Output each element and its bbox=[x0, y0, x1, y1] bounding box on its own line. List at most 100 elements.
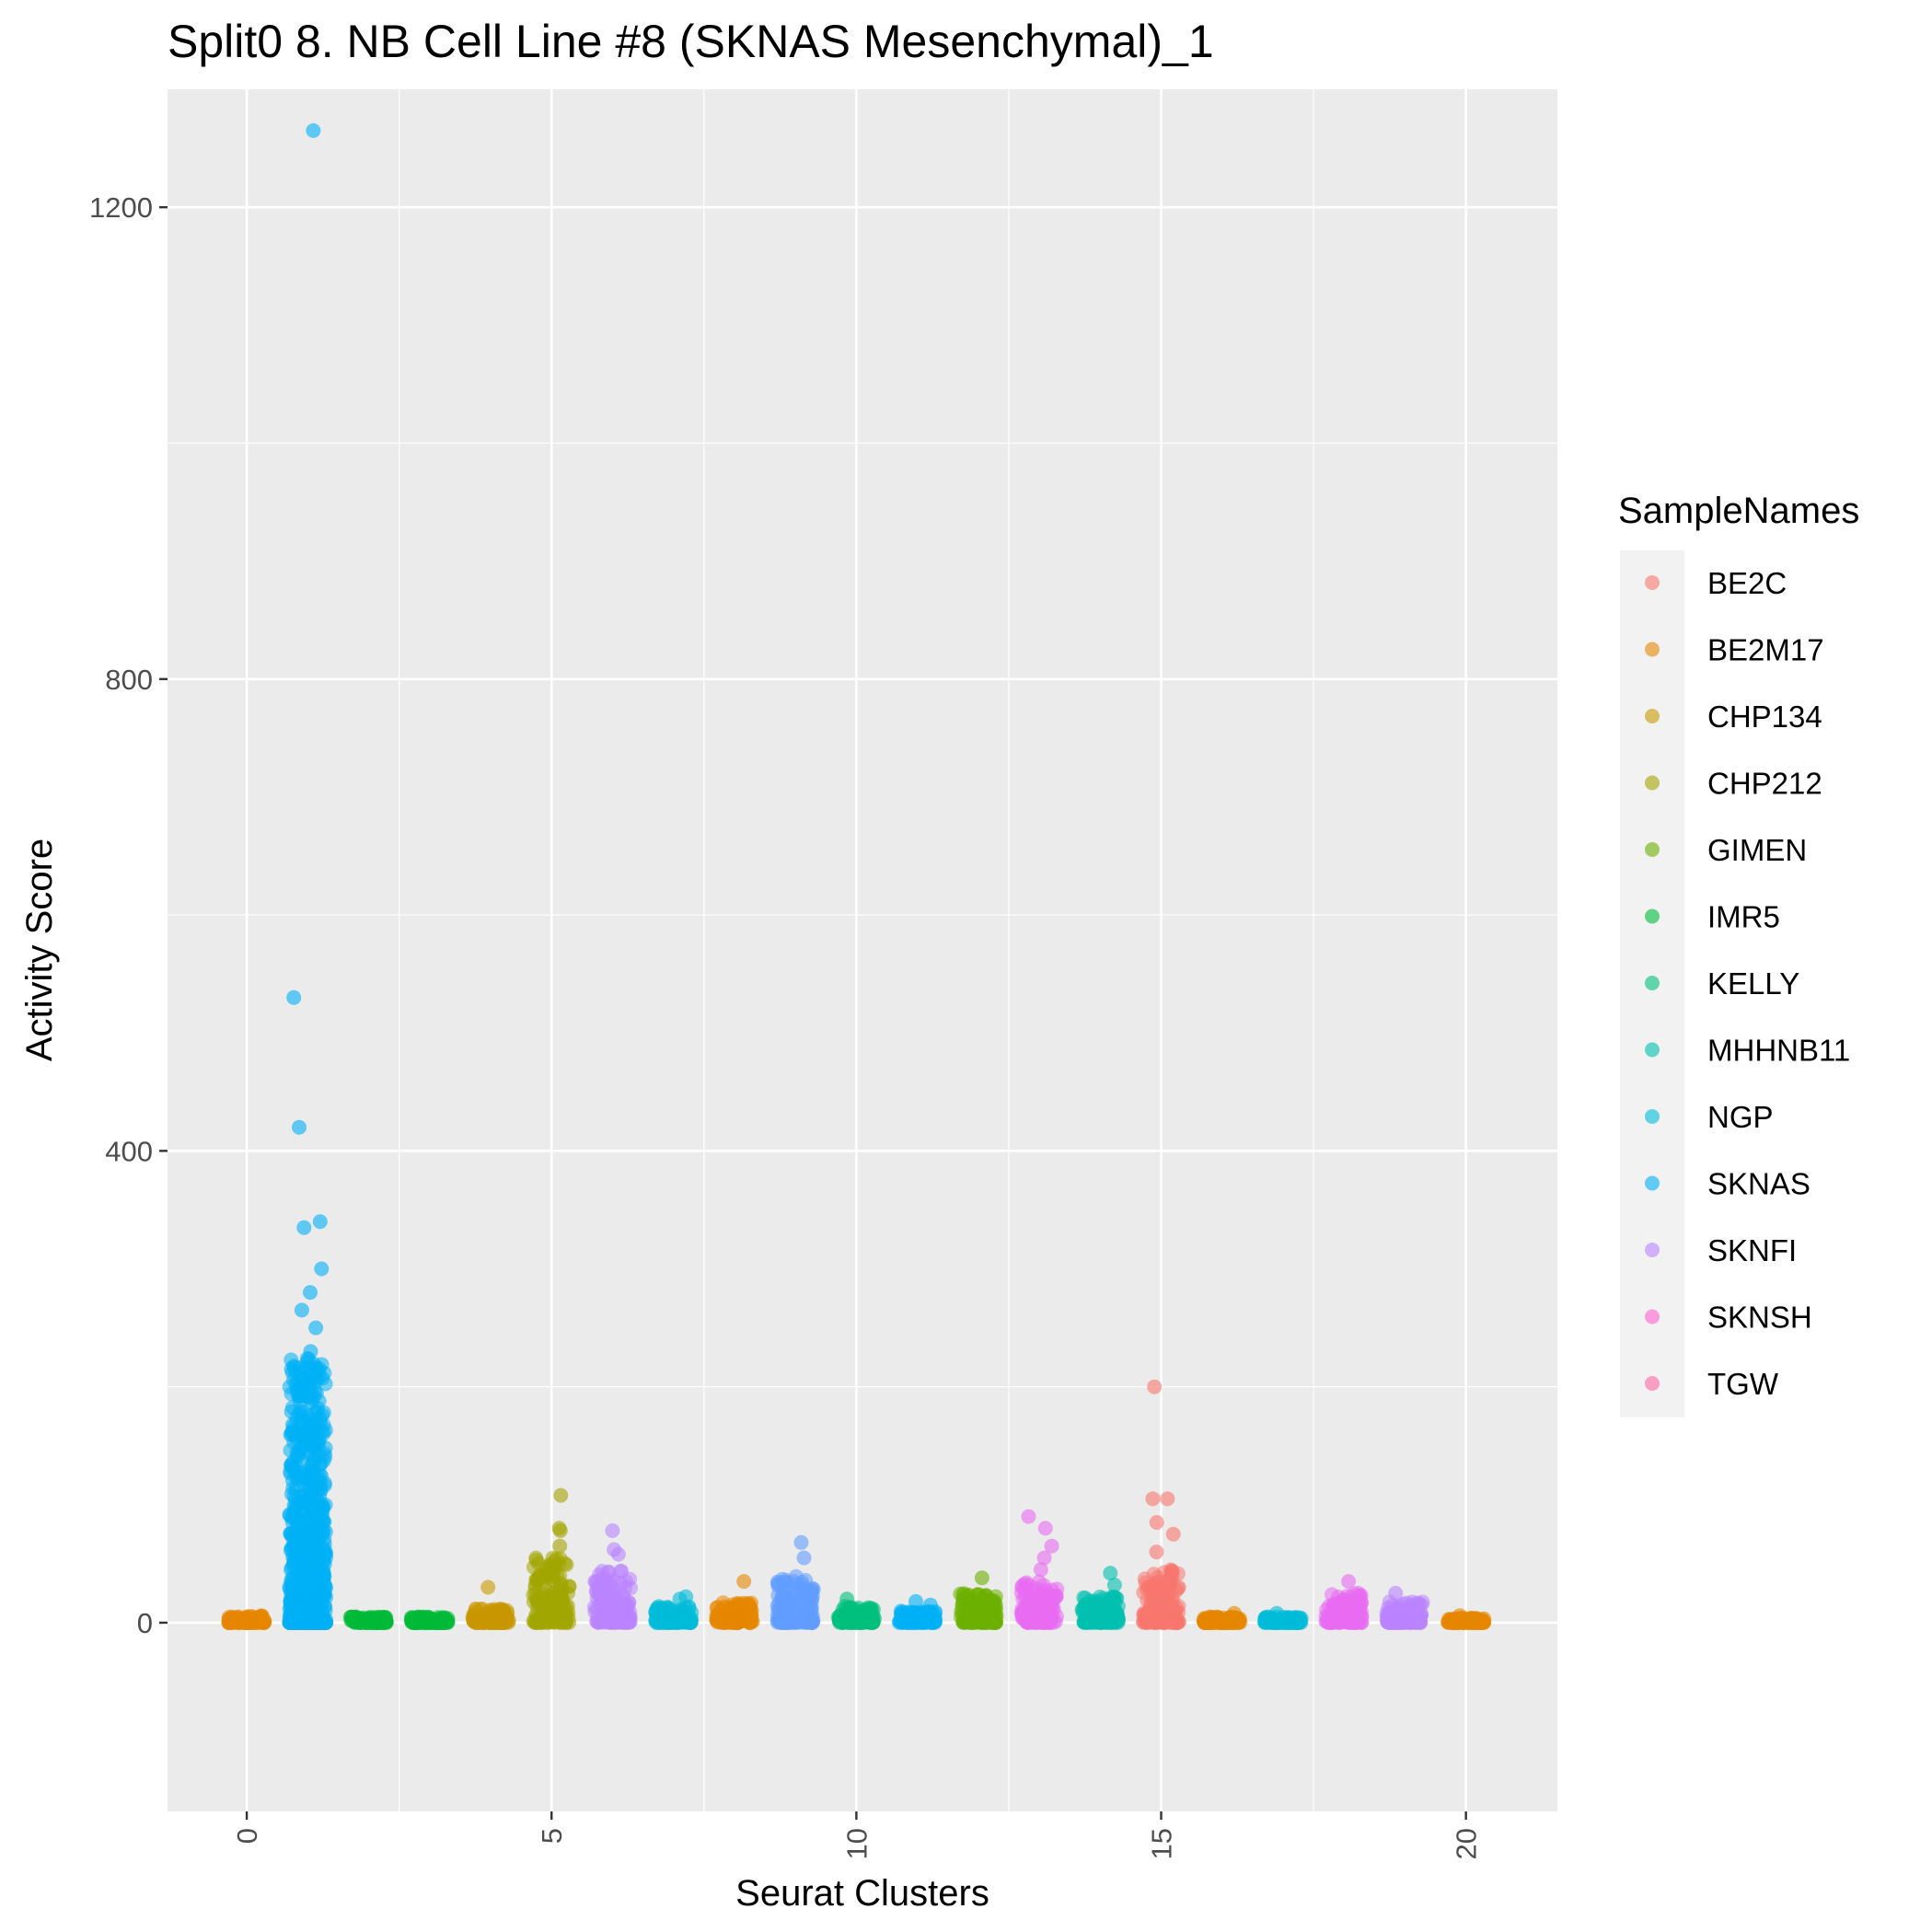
point-sknas bbox=[286, 1498, 302, 1513]
y-axis-ticks: 0 400 800 1200 bbox=[89, 191, 168, 1639]
point-ngp bbox=[1282, 1614, 1298, 1629]
point-chp212 bbox=[528, 1572, 544, 1588]
point-sknfi bbox=[774, 1608, 789, 1624]
x-tick-label: 0 bbox=[231, 1828, 263, 1844]
point-sknas bbox=[294, 1593, 309, 1609]
x-tick-label: 5 bbox=[536, 1828, 568, 1844]
legend-label-be2m17: BE2M17 bbox=[1707, 633, 1824, 667]
legend-label-gimen: GIMEN bbox=[1707, 833, 1807, 867]
point-gimen bbox=[976, 1594, 991, 1610]
point-be2m17 bbox=[742, 1598, 758, 1614]
point-chp212 bbox=[542, 1614, 558, 1630]
point-ngp bbox=[678, 1589, 694, 1604]
point-tgw bbox=[1044, 1538, 1059, 1554]
point-gimen bbox=[954, 1603, 969, 1619]
point-be2c bbox=[1160, 1491, 1175, 1507]
point-gimen bbox=[974, 1570, 989, 1586]
point-chp212 bbox=[553, 1576, 569, 1591]
point-ngp bbox=[1269, 1605, 1285, 1621]
legend-key-mhhnb11 bbox=[1645, 1042, 1660, 1058]
legend-key-be2c bbox=[1645, 575, 1660, 590]
legend-key-be2m17 bbox=[1645, 642, 1660, 657]
point-sknas bbox=[297, 1377, 313, 1393]
y-axis-title: Activity Score bbox=[19, 839, 60, 1061]
point-chp212 bbox=[551, 1521, 567, 1536]
point-sknfi bbox=[780, 1589, 795, 1604]
point-sknas bbox=[303, 1344, 318, 1359]
point-tgw bbox=[1021, 1509, 1036, 1524]
point-sknas bbox=[315, 1563, 330, 1578]
legend-key-chp212 bbox=[1645, 775, 1660, 791]
point-sknsh bbox=[605, 1523, 620, 1538]
legend-title: SampleNames bbox=[1618, 491, 1859, 531]
point-be2m17 bbox=[729, 1614, 745, 1630]
point-sknas bbox=[308, 1320, 324, 1336]
point-sknfi bbox=[786, 1614, 802, 1630]
point-sknas bbox=[291, 1449, 307, 1464]
point-be2m17 bbox=[1204, 1614, 1220, 1630]
point-imr5 bbox=[423, 1613, 439, 1628]
legend-label-ngp: NGP bbox=[1707, 1100, 1774, 1134]
point-chp134 bbox=[489, 1604, 504, 1620]
point-sknas bbox=[311, 1394, 327, 1409]
x-tick-label: 10 bbox=[840, 1828, 873, 1859]
legend: BE2C BE2M17 CHP134 CHP212 GIMEN IMR5 KELLY MHHN… bbox=[1645, 566, 1850, 1401]
point-sknsh bbox=[1409, 1611, 1425, 1626]
legend-key-ngp bbox=[1645, 1109, 1660, 1124]
point-chp212 bbox=[554, 1591, 570, 1606]
point-tgw bbox=[1033, 1562, 1048, 1578]
point-sknas bbox=[292, 1119, 307, 1135]
point-sknsh bbox=[607, 1542, 622, 1557]
point-mhhnb11 bbox=[1103, 1566, 1118, 1581]
point-sknas bbox=[301, 1510, 317, 1525]
point-chp134 bbox=[469, 1615, 485, 1630]
point-sknas bbox=[287, 1359, 302, 1375]
point-sknsh bbox=[613, 1564, 629, 1579]
point-sknfi bbox=[793, 1534, 809, 1550]
point-be2c bbox=[1164, 1593, 1179, 1609]
point-ngp bbox=[664, 1614, 679, 1630]
point-be2c bbox=[1149, 1544, 1164, 1560]
point-tgw bbox=[1014, 1606, 1030, 1622]
x-axis-title: Seurat Clusters bbox=[735, 1873, 989, 1914]
legend-key-kelly bbox=[1645, 976, 1660, 990]
point-be2m17 bbox=[228, 1614, 243, 1630]
x-axis-ticks: 0 5 10 15 20 bbox=[231, 1811, 1483, 1859]
point-tgw bbox=[1030, 1614, 1046, 1630]
point-be2c bbox=[1149, 1515, 1164, 1530]
point-ngp bbox=[1257, 1614, 1273, 1629]
point-chp212 bbox=[559, 1557, 574, 1572]
data-points bbox=[221, 122, 1492, 1630]
point-be2m17 bbox=[1474, 1614, 1489, 1629]
point-kelly bbox=[865, 1612, 881, 1627]
legend-label-mhhnb11: MHHNB11 bbox=[1707, 1034, 1850, 1068]
point-sknas bbox=[307, 1610, 322, 1625]
point-ngp bbox=[648, 1614, 664, 1630]
point-sknas bbox=[296, 1220, 312, 1235]
point-be2m17 bbox=[723, 1602, 739, 1618]
point-chp212 bbox=[552, 1538, 568, 1554]
point-be2c bbox=[1142, 1614, 1158, 1629]
point-sknas bbox=[294, 1302, 309, 1318]
y-tick-label: 1200 bbox=[89, 191, 153, 224]
point-sknas bbox=[305, 1429, 320, 1445]
point-sknsh bbox=[618, 1580, 633, 1596]
point-sknas bbox=[286, 989, 302, 1005]
point-tgw bbox=[1036, 1550, 1052, 1566]
point-sknas bbox=[317, 1536, 332, 1552]
point-sknfi bbox=[770, 1577, 786, 1592]
point-be2m17 bbox=[1452, 1608, 1467, 1624]
point-mhhnb11 bbox=[1106, 1578, 1122, 1592]
point-sknfi bbox=[792, 1582, 807, 1598]
point-sknfi bbox=[786, 1600, 802, 1615]
point-sknfi bbox=[804, 1614, 820, 1630]
point-tgw bbox=[1014, 1579, 1030, 1595]
point-kelly bbox=[851, 1612, 867, 1627]
y-tick-label: 800 bbox=[105, 664, 153, 696]
point-chp212 bbox=[553, 1487, 569, 1503]
legend-key-sknas bbox=[1645, 1175, 1660, 1191]
point-sknas bbox=[318, 1440, 333, 1456]
point-sknas bbox=[312, 1214, 328, 1230]
point-be2m17 bbox=[249, 1614, 264, 1630]
